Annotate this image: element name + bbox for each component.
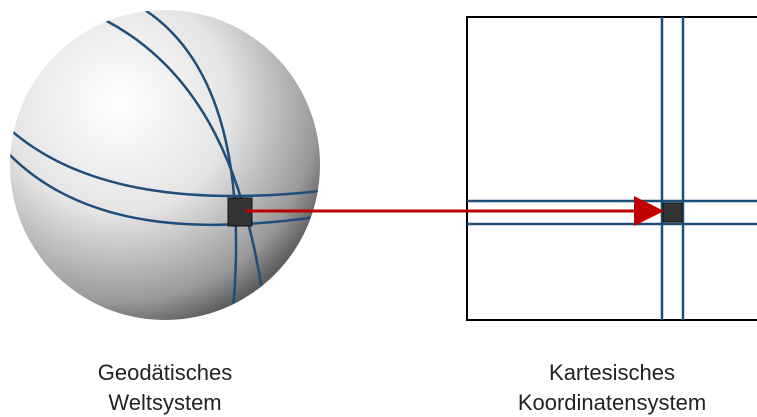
label: Weltsystem — [108, 390, 221, 415]
sphere-grid — [10, 10, 320, 320]
label: Geodätisches — [98, 360, 233, 385]
label: Kartesisches — [549, 360, 675, 385]
sphere — [10, 10, 320, 320]
cartesian-frame — [466, 16, 757, 321]
cartesian-cell — [662, 202, 683, 223]
cartesian-grid — [467, 17, 757, 320]
label: Koordinatensystem — [518, 390, 706, 415]
